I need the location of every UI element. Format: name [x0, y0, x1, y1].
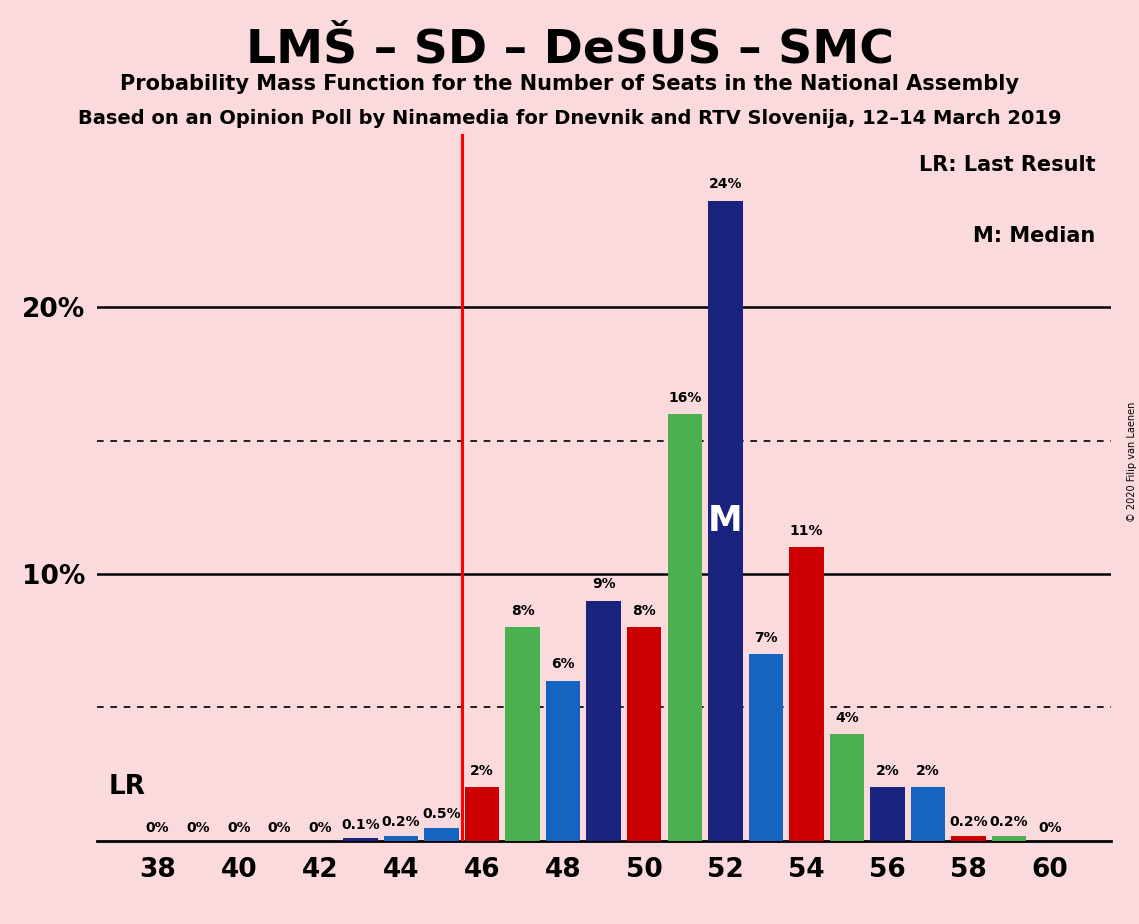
Bar	[911, 787, 945, 841]
Text: 11%: 11%	[789, 524, 823, 538]
Text: 24%: 24%	[708, 177, 743, 191]
Bar	[870, 787, 904, 841]
Bar	[789, 547, 823, 841]
Text: 2%: 2%	[916, 764, 940, 778]
Text: 4%: 4%	[835, 711, 859, 724]
Bar	[748, 654, 784, 841]
Bar	[667, 414, 702, 841]
Text: 8%: 8%	[510, 604, 534, 618]
Text: 0%: 0%	[187, 821, 210, 835]
Text: Based on an Opinion Poll by Ninamedia for Dnevnik and RTV Slovenija, 12–14 March: Based on an Opinion Poll by Ninamedia fo…	[77, 109, 1062, 128]
Text: 2%: 2%	[876, 764, 900, 778]
Text: Probability Mass Function for the Number of Seats in the National Assembly: Probability Mass Function for the Number…	[120, 74, 1019, 94]
Text: 0%: 0%	[227, 821, 251, 835]
Text: 0%: 0%	[268, 821, 292, 835]
Text: 0.1%: 0.1%	[341, 818, 379, 832]
Text: 0.2%: 0.2%	[949, 815, 988, 829]
Bar	[506, 627, 540, 841]
Text: 9%: 9%	[592, 578, 615, 591]
Bar	[708, 201, 743, 841]
Text: M: Median: M: Median	[973, 225, 1096, 246]
Text: 16%: 16%	[669, 391, 702, 405]
Text: 0%: 0%	[146, 821, 170, 835]
Text: 8%: 8%	[632, 604, 656, 618]
Text: 0%: 0%	[308, 821, 331, 835]
Text: LR: Last Result: LR: Last Result	[919, 155, 1096, 176]
Text: 0.2%: 0.2%	[990, 815, 1029, 829]
Text: M: M	[708, 504, 743, 538]
Bar	[384, 835, 418, 841]
Bar	[626, 627, 662, 841]
Bar	[546, 681, 581, 841]
Text: 2%: 2%	[470, 764, 494, 778]
Text: © 2020 Filip van Laenen: © 2020 Filip van Laenen	[1126, 402, 1137, 522]
Text: 7%: 7%	[754, 631, 778, 645]
Bar	[992, 835, 1026, 841]
Bar	[424, 828, 459, 841]
Text: LMŠ – SD – DeSUS – SMC: LMŠ – SD – DeSUS – SMC	[246, 28, 893, 73]
Text: 6%: 6%	[551, 658, 575, 672]
Text: 0.5%: 0.5%	[423, 807, 461, 821]
Bar	[951, 835, 986, 841]
Bar	[829, 735, 865, 841]
Text: 0%: 0%	[1038, 821, 1062, 835]
Bar	[587, 601, 621, 841]
Bar	[343, 838, 378, 841]
Text: LR: LR	[109, 774, 146, 800]
Bar	[465, 787, 499, 841]
Text: 0.2%: 0.2%	[382, 815, 420, 829]
